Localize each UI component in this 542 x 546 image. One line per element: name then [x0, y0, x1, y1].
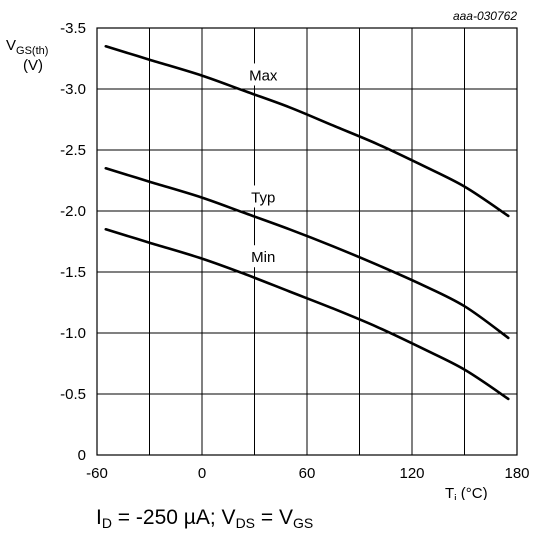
x-tick-label: 0 [198, 465, 206, 482]
series-label-typ: Typ [251, 189, 275, 206]
figure-id: aaa-030762 [453, 9, 517, 23]
y-tick-label: -3.0 [60, 81, 86, 98]
series-label-background [239, 63, 288, 86]
x-axis-label: Tj (°C) [445, 485, 488, 500]
series-label-min: Min [251, 249, 275, 266]
y-tick-label: -1.0 [60, 325, 86, 342]
y-tick-label: -0.5 [60, 386, 86, 403]
x-tick-label: 120 [399, 465, 424, 482]
x-tick-label: -60 [86, 465, 108, 482]
x-tick-label: 180 [504, 465, 529, 482]
y-tick-label: 0 [78, 447, 86, 464]
series-line-min [104, 228, 510, 401]
series-line-typ [104, 167, 510, 340]
chart-caption: ID = -250 µA; VDS = VGS [96, 506, 314, 531]
x-tick-label: 60 [299, 465, 316, 482]
y-tick-label: -1.5 [60, 264, 86, 281]
y-tick-label: -2.5 [60, 142, 86, 159]
chart: 0-0.5-1.0-1.5-2.0-2.5-3.0-3.5-60 0 60 120 18… [6, 9, 530, 500]
series-label-background [239, 185, 288, 208]
plot-frame [96, 27, 518, 456]
y-axis-label: VGS(th) [6, 37, 48, 57]
series-label-background [239, 245, 288, 268]
y-tick-label: -2.0 [60, 203, 86, 220]
y-tick-label: -3.5 [60, 20, 86, 37]
series-line-max [104, 45, 510, 218]
series-label-max: Max [249, 67, 278, 84]
y-axis-unit: (V) [23, 57, 43, 74]
